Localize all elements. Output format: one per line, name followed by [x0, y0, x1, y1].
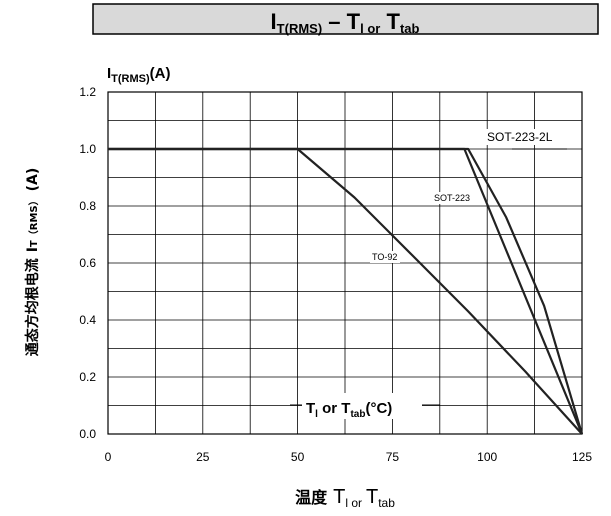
- x-axis-label: 温度 Tl or Ttab: [294, 486, 395, 510]
- series: [108, 147, 584, 435]
- label-bg-sot223: [433, 192, 479, 204]
- x-tick-label: 50: [291, 450, 305, 464]
- inner-x-label: Tl or Ttab(°C): [290, 393, 440, 420]
- label-bg-sot2232l: [485, 129, 571, 145]
- y-tick-label: 0.4: [79, 313, 96, 327]
- y-tick-label: 0.0: [79, 427, 96, 441]
- title-i-sub: T(RMS): [277, 21, 323, 36]
- title-banner: IT(RMS) – Tl or Ttab: [92, 3, 599, 36]
- y-axis-label: 通态方均根电流IT（RMS）(A): [24, 168, 41, 357]
- y-tick-label: 0.6: [79, 256, 96, 270]
- title-t1: T: [347, 9, 361, 34]
- title-i: I: [271, 9, 277, 34]
- y-tick-label: 0.8: [79, 199, 96, 213]
- svg-text:Tl or Ttab(°C): Tl or Ttab(°C): [306, 400, 392, 420]
- chart-title: IT(RMS) – Tl or Ttab: [271, 9, 420, 36]
- tick-labels: 0 25 50 75 100 125 0.0 0.2 0.4 0.6 0.8 1.0 1.2: [79, 85, 592, 464]
- title-box: [92, 3, 599, 35]
- y-tick-label: 0.2: [79, 370, 96, 384]
- title-dash: –: [328, 9, 340, 34]
- x-tick-label: 25: [196, 450, 210, 464]
- title-t2-sub: tab: [400, 21, 420, 36]
- y-unit-label: IT(RMS)(A): [107, 65, 171, 85]
- series-label-to92: TO-92: [372, 252, 397, 262]
- x-tick-label: 125: [572, 450, 592, 464]
- series-line-to92: [108, 147, 583, 435]
- series-label-sot223: SOT-223: [434, 193, 470, 203]
- series-line-sot223: [108, 147, 584, 435]
- series-labels: SOT-223-2L SOT-223 TO-92: [370, 129, 571, 263]
- y-tick-label: 1.2: [79, 85, 96, 99]
- label-bg-to92: [370, 251, 400, 263]
- x-tick-label: 75: [386, 450, 400, 464]
- x-tick-label: 0: [105, 450, 112, 464]
- plot-frame: [107, 91, 583, 435]
- y-tick-label: 1.0: [79, 142, 96, 156]
- title-t2: T: [386, 9, 400, 34]
- title-t1-sub: l or: [360, 21, 380, 36]
- series-label-sot2232l: SOT-223-2L: [487, 130, 553, 144]
- x-tick-label: 100: [477, 450, 497, 464]
